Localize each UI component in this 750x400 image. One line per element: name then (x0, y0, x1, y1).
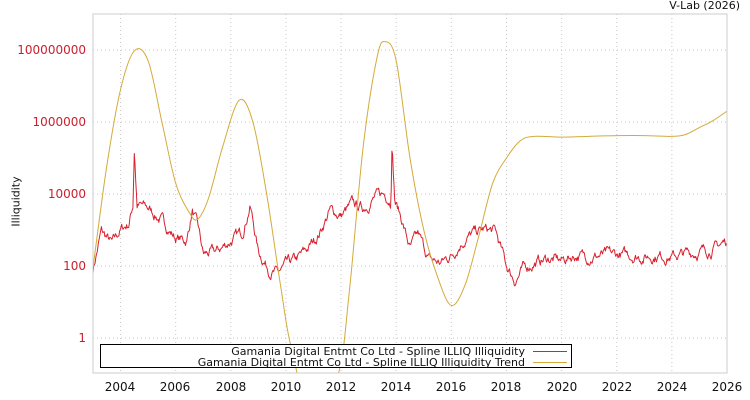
x-tick-label: 2022 (601, 380, 633, 394)
vlab-credit: V-Lab (2026) (669, 0, 740, 12)
x-tick-label: 2014 (380, 380, 412, 394)
y-tick-label: 1000000 (32, 115, 86, 129)
x-tick-label: 2006 (159, 380, 191, 394)
legend-item-illiquidity: Gamania Digital Entmt Co Ltd - Spline IL… (231, 345, 567, 358)
x-tick-label: 2024 (656, 380, 688, 394)
illiquidity-line (93, 150, 727, 287)
y-tick-label: 100 (63, 259, 86, 273)
plot-frame (92, 13, 728, 374)
x-tick-label: 2008 (215, 380, 247, 394)
y-tick-label: 100000000 (17, 43, 86, 57)
legend: Gamania Digital Entmt Co Ltd - Spline IL… (100, 344, 572, 369)
legend-swatch-gold (533, 362, 567, 363)
gridlines (93, 14, 728, 373)
x-tick-label: 2016 (435, 380, 467, 394)
y-tick-label: 1 (78, 331, 86, 345)
x-tick-label: 2004 (104, 380, 136, 394)
x-tick-label: 2018 (490, 380, 522, 394)
legend-label: Gamania Digital Entmt Co Ltd - Spline IL… (197, 356, 525, 369)
x-tick-label: 2010 (270, 380, 302, 394)
y-tick-label: 10000 (47, 187, 86, 201)
legend-item-trend: Gamania Digital Entmt Co Ltd - Spline IL… (197, 356, 567, 369)
x-tick-label: 2020 (546, 380, 578, 394)
legend-label: Gamania Digital Entmt Co Ltd - Spline IL… (231, 345, 525, 358)
legend-swatch-red (533, 351, 567, 352)
x-tick-label: 2012 (325, 380, 357, 394)
illiquidity-trend-line (93, 41, 727, 373)
x-tick-label: 2026 (711, 380, 743, 394)
